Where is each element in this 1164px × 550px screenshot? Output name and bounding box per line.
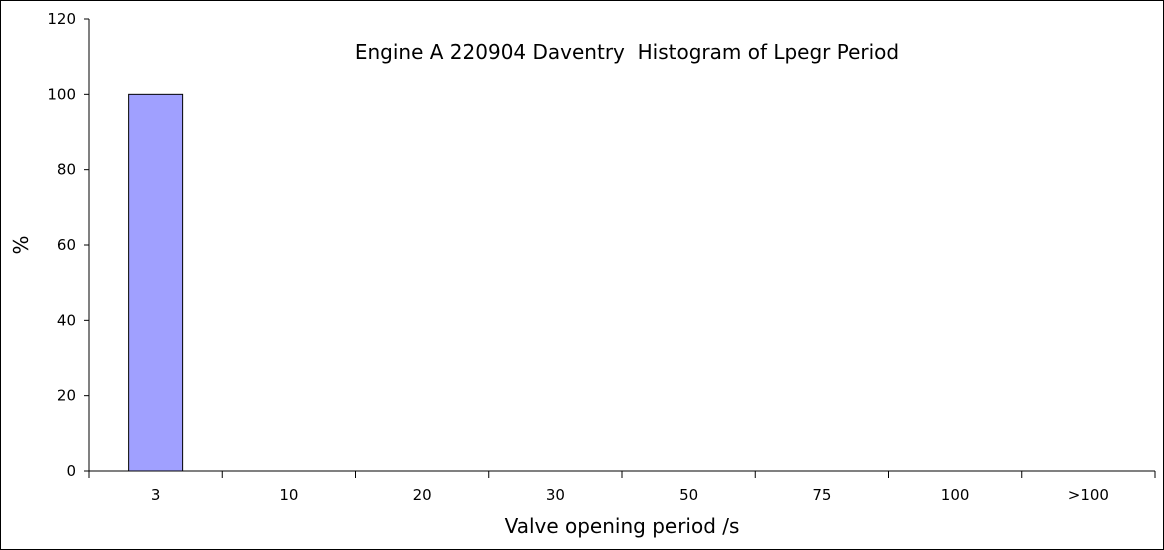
- y-axis-title: %: [9, 235, 33, 254]
- y-tick-label: 20: [57, 387, 76, 405]
- chart-title: Engine A 220904 Daventry Histogram of Lp…: [355, 40, 899, 64]
- y-tick-label: 120: [47, 10, 76, 28]
- y-axis-ticks: 0 20 40 60 80 100 120: [47, 10, 89, 480]
- x-tick-label: 50: [679, 486, 698, 504]
- y-tick-label: 100: [47, 85, 76, 103]
- x-tick-label: 20: [413, 486, 432, 504]
- x-axis-title: Valve opening period /s: [505, 514, 740, 538]
- bar-3: [128, 93, 184, 472]
- x-tick-label: 30: [546, 486, 565, 504]
- x-axis-ticks: 3 10 20 30 50 75 100 >100: [88, 471, 1156, 504]
- x-tick-label: 3: [151, 486, 161, 504]
- y-tick-label: 80: [57, 161, 76, 179]
- x-tick-label: >100: [1068, 486, 1109, 504]
- x-tick-label: 10: [279, 486, 298, 504]
- y-tick-label: 40: [57, 311, 76, 329]
- x-tick-label: 75: [812, 486, 831, 504]
- y-tick-label: 0: [66, 462, 76, 480]
- bars-group: [128, 93, 184, 472]
- y-tick-label: 60: [57, 236, 76, 254]
- x-tick-label: 100: [941, 486, 970, 504]
